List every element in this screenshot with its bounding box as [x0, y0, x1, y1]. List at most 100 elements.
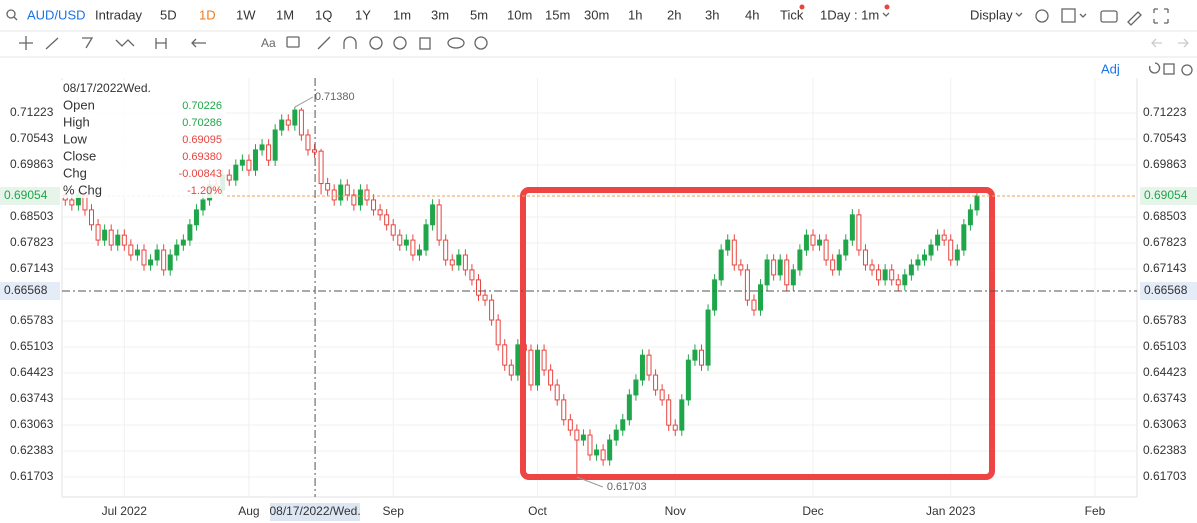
- undo[interactable]: [1151, 38, 1162, 48]
- candle-body: [436, 204, 442, 241]
- period-button[interactable]: 1h: [628, 7, 642, 22]
- zoom-out-icon[interactable]: [1181, 64, 1193, 76]
- layout-icon[interactable]: [1061, 8, 1076, 23]
- search-icon[interactable]: [6, 9, 18, 21]
- text-tool[interactable]: Aa: [261, 36, 276, 50]
- period-button[interactable]: 1m: [393, 7, 411, 22]
- line-tool[interactable]: [45, 37, 59, 50]
- last-price-box: [0, 186, 60, 205]
- move-tool[interactable]: [19, 36, 33, 50]
- period-button[interactable]: 1W: [236, 7, 256, 22]
- y-tick-label: 0.67143: [10, 261, 54, 275]
- display-menu[interactable]: Display: [970, 7, 1013, 22]
- arrow-tool[interactable]: [191, 38, 206, 48]
- candle-body: [823, 239, 829, 261]
- period-button[interactable]: 30m: [584, 7, 609, 22]
- settings-icon[interactable]: [1035, 9, 1049, 23]
- tooltip-label: Open: [63, 97, 95, 112]
- candle-body: [174, 244, 180, 256]
- reset-icon[interactable]: [1148, 62, 1161, 74]
- zoom-icon[interactable]: [1163, 63, 1175, 75]
- candle-body: [738, 264, 744, 271]
- period-button[interactable]: 1Y: [355, 7, 371, 22]
- candle-body: [856, 214, 862, 251]
- period-button[interactable]: Intraday: [95, 7, 142, 22]
- candle-body: [272, 129, 278, 161]
- compare-tool[interactable]: [447, 37, 465, 49]
- candle-body: [849, 214, 855, 241]
- candle-body: [948, 239, 954, 261]
- high-mark-label: 0.71380: [315, 91, 355, 103]
- candle-body: [541, 349, 547, 371]
- period-button[interactable]: 4h: [745, 7, 759, 22]
- tooltip-label: % Chg: [63, 182, 102, 197]
- candle-body: [200, 199, 206, 211]
- period-button[interactable]: 2h: [667, 7, 681, 22]
- candle-body: [410, 239, 416, 256]
- redo[interactable]: [1178, 38, 1189, 48]
- candle-body: [777, 259, 783, 276]
- y-tick-label: 0.67143: [1143, 261, 1187, 275]
- candle-body: [403, 239, 409, 246]
- period-button[interactable]: 1M: [276, 7, 294, 22]
- x-tick-label: Aug: [238, 504, 259, 518]
- candle-body: [692, 349, 698, 361]
- hide-tool[interactable]: [393, 36, 407, 50]
- period-button[interactable]: 5D: [160, 7, 177, 22]
- period-button[interactable]: 1Q: [315, 7, 332, 22]
- crosshair-price-box: [0, 282, 60, 301]
- candle-body: [574, 429, 580, 441]
- period-button[interactable]: 1D: [199, 7, 216, 22]
- period-button[interactable]: Tick: [780, 7, 804, 22]
- candle-body: [154, 249, 160, 261]
- x-tick-label: Jul 2022: [102, 504, 148, 518]
- y-tick-label: 0.63743: [10, 391, 54, 405]
- candle-body: [462, 254, 468, 271]
- candle-body: [817, 239, 823, 246]
- period-button[interactable]: 5m: [470, 7, 488, 22]
- y-tick-label: 0.69863: [1143, 157, 1187, 171]
- candle-body: [226, 174, 232, 181]
- pencil-icon[interactable]: [1127, 11, 1142, 26]
- note-tool[interactable]: [286, 36, 300, 48]
- camera-icon[interactable]: [1100, 10, 1118, 23]
- period-button[interactable]: 10m: [507, 7, 532, 22]
- candle-body: [653, 374, 659, 391]
- tool-settings[interactable]: [474, 36, 488, 50]
- x-tick-label: Nov: [665, 504, 686, 518]
- candle-body: [338, 184, 344, 201]
- delete-tool[interactable]: [419, 37, 431, 50]
- candle-body: [961, 224, 967, 251]
- measure-tool[interactable]: [155, 38, 167, 49]
- candle-body: [318, 150, 324, 185]
- candle-body: [259, 144, 265, 151]
- magnet-tool[interactable]: [343, 36, 357, 49]
- candle-body: [285, 119, 291, 126]
- drawing-tools: Aa: [19, 36, 1189, 50]
- interval-select[interactable]: 1Day : 1m: [820, 7, 879, 22]
- candle-body: [193, 209, 199, 226]
- symbol[interactable]: AUD/USD: [27, 7, 86, 22]
- candle-body: [639, 354, 645, 381]
- tooltip-label: Chg: [63, 165, 87, 180]
- dropdown-arrow[interactable]: [1015, 12, 1023, 17]
- ruler-tool[interactable]: [317, 36, 331, 50]
- fullscreen-icon[interactable]: [1153, 8, 1169, 24]
- y-tick-label: 0.62383: [1143, 443, 1187, 457]
- candle-body: [685, 359, 691, 401]
- period-button[interactable]: 3m: [431, 7, 449, 22]
- dropdown-arrow[interactable]: [882, 12, 890, 17]
- y-tick-label: 0.63063: [10, 417, 54, 431]
- adjust-button[interactable]: Adj: [1101, 61, 1120, 76]
- x-tick-label: Sep: [383, 504, 405, 518]
- candle-body: [744, 269, 750, 301]
- y-tick-label: 0.70543: [10, 131, 54, 145]
- candle-body: [882, 269, 888, 281]
- channel-tool[interactable]: [82, 37, 94, 49]
- sync-tool[interactable]: [369, 36, 383, 50]
- pattern-tool[interactable]: [115, 39, 135, 47]
- period-button[interactable]: 15m: [545, 7, 570, 22]
- dropdown-arrow[interactable]: [1079, 13, 1087, 18]
- period-button[interactable]: 3h: [705, 7, 719, 22]
